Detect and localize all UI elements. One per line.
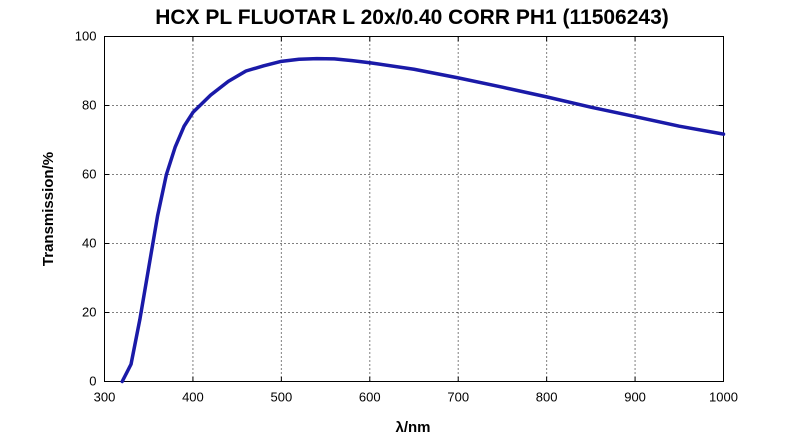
y-tick-label: 40 — [82, 236, 96, 251]
y-tick-label: 0 — [89, 374, 96, 389]
x-tick-label: 500 — [271, 390, 293, 405]
y-axis-label: Transmission/% — [40, 152, 57, 266]
x-tick-label: 800 — [536, 390, 558, 405]
chart-title: HCX PL FLUOTAR L 20x/0.40 CORR PH1 (1150… — [155, 6, 669, 29]
x-tick-label: 900 — [624, 390, 646, 405]
x-tick-label: 300 — [94, 390, 116, 405]
x-axis-label: λ/nm — [395, 419, 430, 436]
x-tick-labels: 300 400 500 600 700 800 900 1000 — [94, 390, 738, 405]
grid-lines — [104, 36, 724, 382]
x-tick-label: 700 — [447, 390, 469, 405]
x-tick-label: 1000 — [709, 390, 738, 405]
y-tick-label: 80 — [82, 98, 96, 113]
series-line — [120, 56, 726, 384]
x-tick-label: 600 — [359, 390, 381, 405]
y-tick-label: 100 — [75, 29, 97, 44]
axis-ticks — [104, 36, 724, 382]
x-tick-label: 400 — [182, 390, 204, 405]
y-tick-labels: 0 20 40 60 80 100 — [75, 29, 97, 389]
plot-frame — [104, 36, 724, 382]
y-tick-label: 60 — [82, 167, 96, 182]
y-tick-label: 20 — [82, 305, 96, 320]
